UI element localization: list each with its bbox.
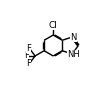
Text: F: F (26, 44, 31, 53)
Text: NH: NH (67, 50, 80, 59)
Text: Cl: Cl (49, 21, 58, 30)
Text: F: F (26, 59, 31, 68)
Text: N: N (70, 33, 77, 41)
Text: F: F (24, 52, 29, 60)
